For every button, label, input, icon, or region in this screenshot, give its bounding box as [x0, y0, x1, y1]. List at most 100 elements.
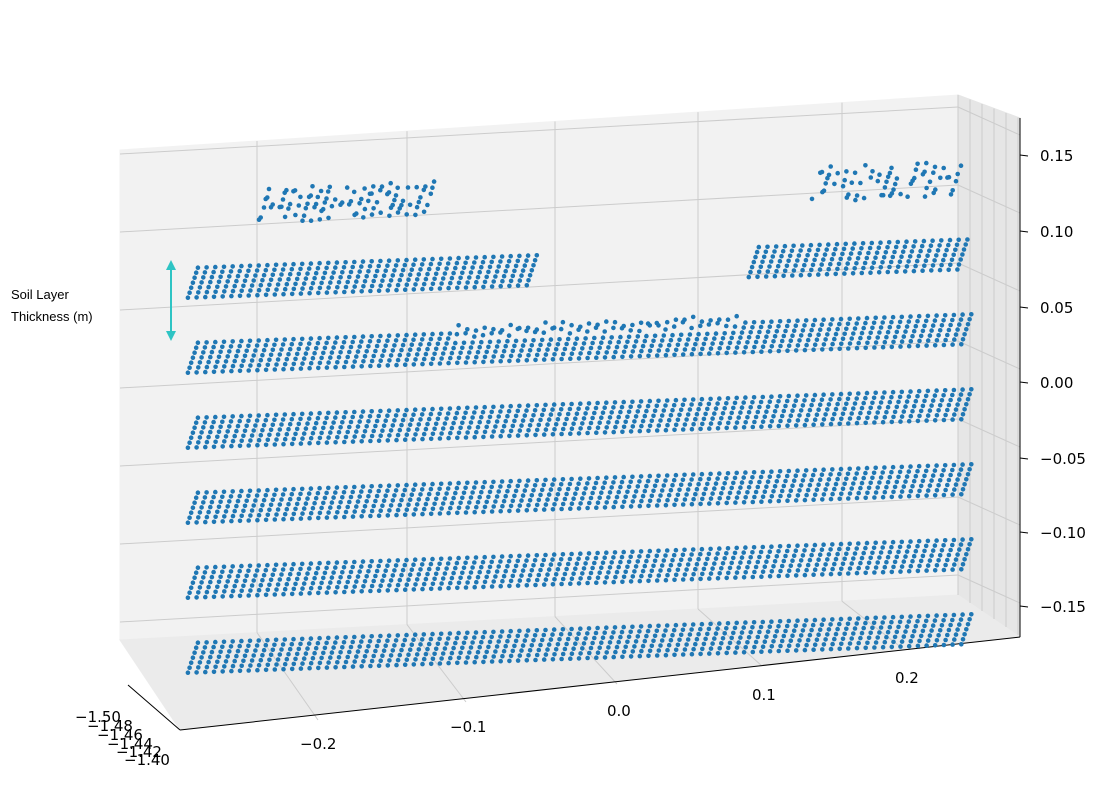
- data-point: [588, 645, 594, 651]
- data-point: [783, 328, 788, 334]
- data-point: [957, 622, 962, 627]
- data-point: [863, 545, 868, 551]
- data-point: [640, 568, 646, 574]
- data-point: [929, 628, 934, 633]
- data-point: [713, 406, 719, 411]
- data-point: [638, 320, 644, 326]
- data-point: [313, 270, 319, 276]
- data-point: [578, 501, 583, 506]
- data-point: [889, 191, 895, 196]
- data-point: [731, 480, 736, 486]
- data-point: [486, 269, 491, 275]
- data-point: [430, 356, 436, 362]
- data-point: [557, 562, 562, 567]
- data-point: [263, 442, 269, 448]
- data-point: [739, 480, 745, 485]
- data-point: [664, 319, 670, 325]
- data-point: [967, 617, 972, 622]
- data-point: [715, 320, 720, 326]
- data-point: [489, 434, 495, 439]
- data-point: [234, 278, 239, 284]
- data-point: [498, 583, 504, 589]
- data-point: [246, 368, 251, 373]
- data-point: [656, 498, 662, 503]
- data-point: [960, 387, 965, 392]
- data-point: [293, 581, 298, 587]
- data-point: [437, 261, 442, 267]
- data-point: [599, 340, 604, 346]
- data-point: [437, 561, 442, 567]
- data-point: [255, 367, 260, 373]
- data-point: [310, 655, 316, 661]
- data-point: [431, 179, 437, 184]
- data-point: [213, 564, 218, 570]
- data-point: [244, 648, 249, 654]
- data-point: [951, 537, 957, 543]
- data-point: [376, 438, 382, 444]
- data-point: [682, 647, 688, 652]
- data-point: [950, 392, 955, 398]
- data-point: [785, 498, 790, 504]
- data-point: [606, 345, 611, 350]
- data-point: [666, 642, 672, 648]
- data-point: [201, 425, 206, 430]
- data-point: [534, 352, 540, 358]
- data-point: [590, 340, 595, 346]
- data-point: [348, 569, 354, 575]
- data-point: [373, 498, 378, 504]
- data-point: [690, 472, 696, 477]
- data-point: [467, 425, 472, 430]
- data-point: [888, 259, 894, 265]
- data-point: [763, 249, 769, 255]
- data-point: [541, 632, 547, 638]
- data-point: [951, 462, 957, 468]
- data-point: [567, 406, 573, 412]
- data-point: [817, 242, 822, 248]
- data-point: [454, 560, 460, 566]
- data-point: [218, 349, 223, 355]
- data-point: [343, 560, 348, 565]
- data-point: [619, 404, 625, 410]
- data-point: [934, 388, 939, 393]
- data-point: [390, 423, 396, 428]
- data-point: [279, 572, 284, 577]
- data-point: [706, 322, 712, 327]
- data-point: [293, 281, 298, 287]
- data-point: [700, 346, 705, 352]
- data-point: [324, 640, 329, 646]
- data-point: [734, 470, 739, 476]
- data-point: [965, 472, 971, 477]
- data-point: [529, 418, 535, 423]
- data-point: [407, 272, 413, 278]
- data-point: [315, 565, 321, 571]
- data-point: [366, 644, 371, 649]
- data-point: [482, 279, 488, 285]
- data-point: [583, 636, 588, 641]
- data-point: [437, 586, 443, 591]
- data-point: [187, 590, 192, 595]
- data-point: [906, 394, 912, 399]
- data-point: [751, 620, 757, 625]
- data-point: [538, 567, 543, 573]
- data-point: [275, 432, 281, 437]
- data-point: [318, 188, 324, 194]
- data-point: [261, 497, 267, 503]
- data-point: [656, 473, 661, 479]
- data-point: [333, 515, 338, 520]
- data-point: [196, 440, 201, 445]
- data-point: [328, 355, 333, 360]
- data-point: [666, 492, 672, 498]
- data-point: [551, 552, 557, 557]
- data-point: [456, 555, 461, 561]
- data-point: [260, 652, 265, 658]
- data-point: [213, 264, 218, 270]
- data-point: [797, 488, 802, 493]
- data-point: [691, 496, 696, 502]
- data-point: [480, 259, 486, 265]
- data-point: [910, 483, 915, 489]
- data-point: [726, 420, 731, 426]
- data-point: [321, 425, 326, 431]
- data-point: [305, 421, 310, 426]
- data-point: [772, 559, 778, 564]
- data-point: [731, 630, 736, 636]
